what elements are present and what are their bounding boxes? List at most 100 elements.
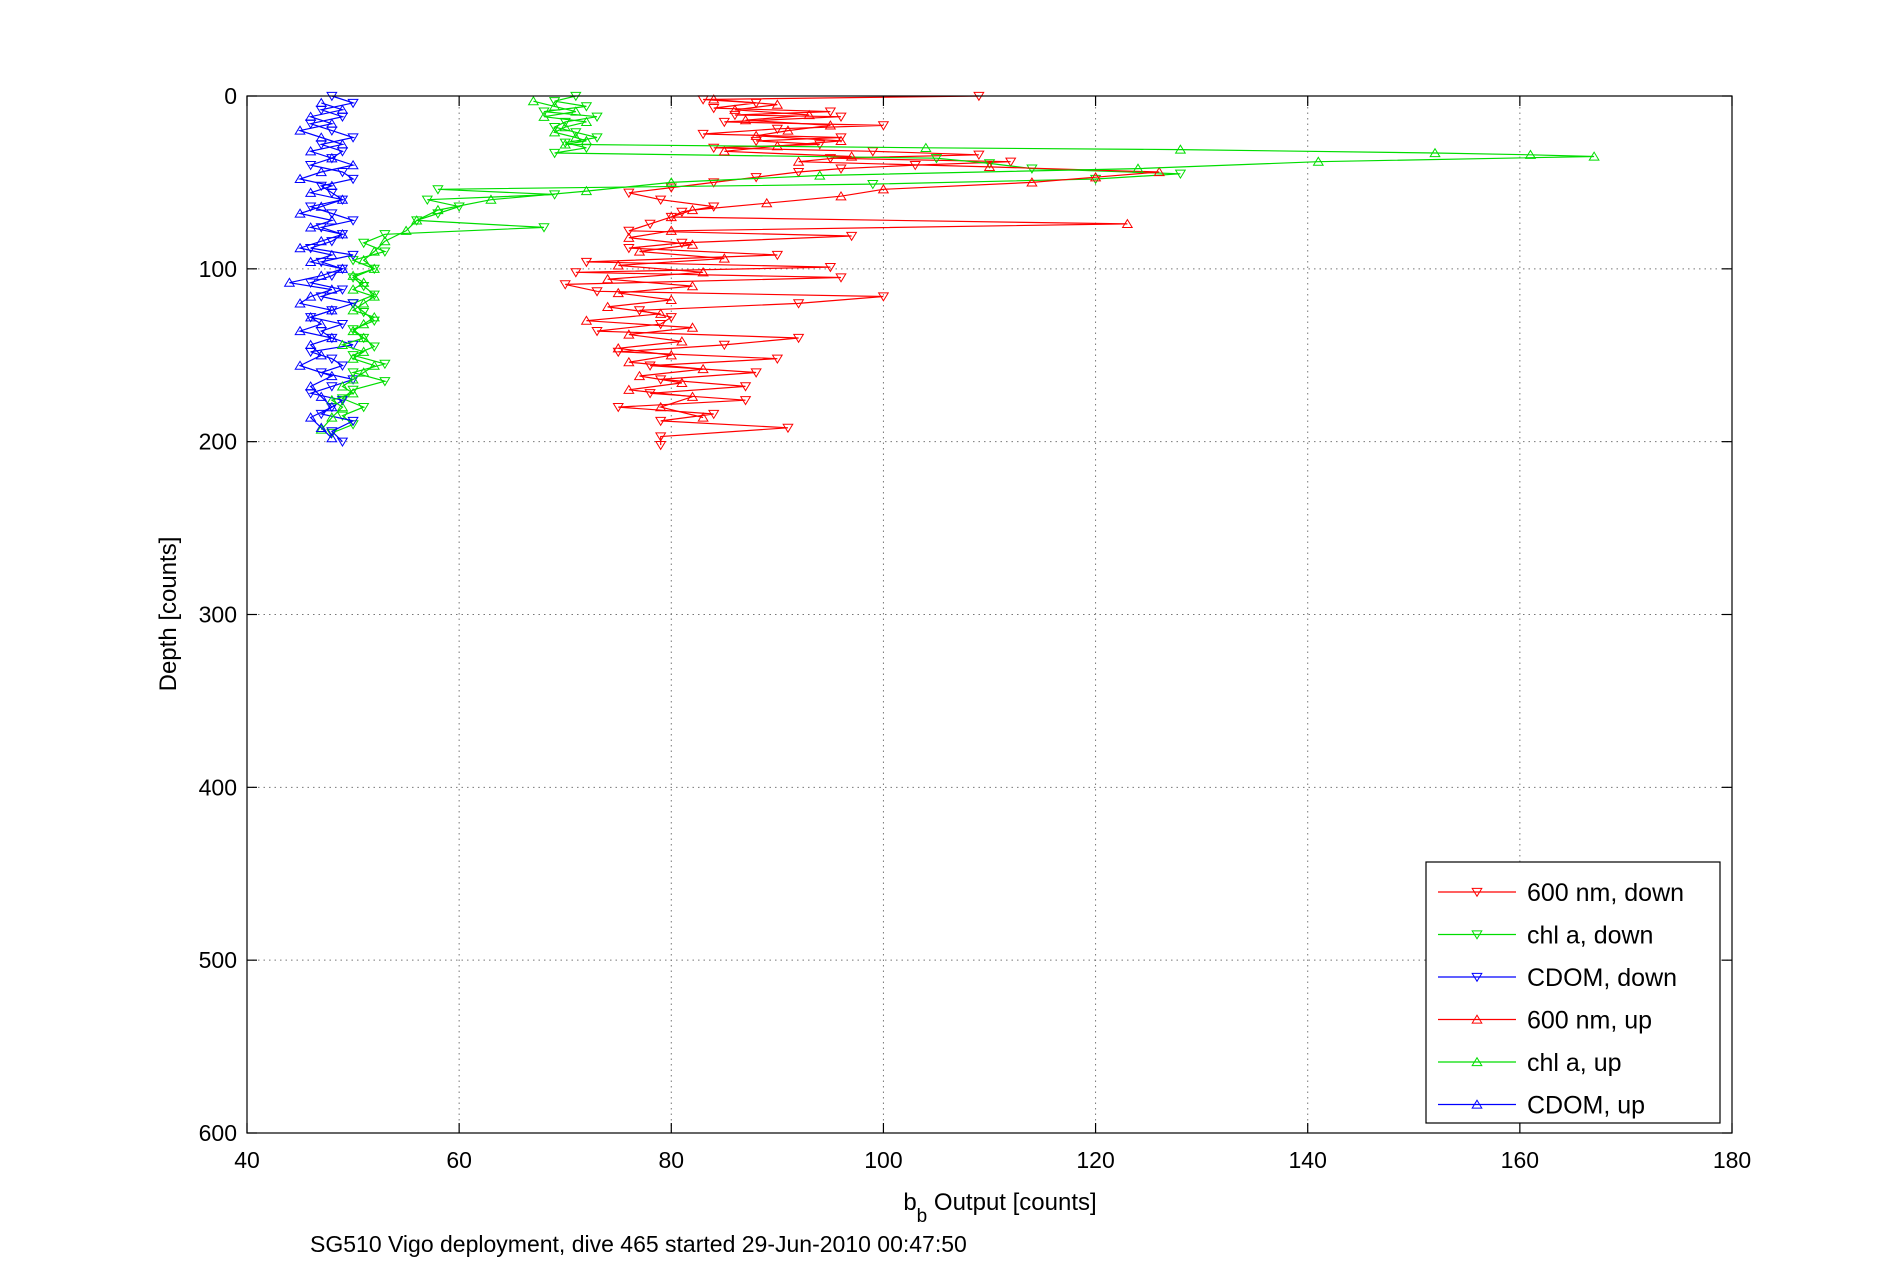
data-point bbox=[580, 102, 593, 112]
data-point bbox=[612, 403, 624, 413]
data-point bbox=[315, 270, 327, 280]
data-point bbox=[336, 263, 349, 273]
data-point bbox=[718, 146, 731, 156]
data-point bbox=[1588, 151, 1600, 161]
y-axis-label: Depth [counts] bbox=[155, 537, 182, 692]
data-point bbox=[708, 143, 720, 154]
data-point bbox=[315, 318, 327, 329]
legend-entry: CDOM, up bbox=[1438, 1092, 1645, 1120]
data-point bbox=[1524, 149, 1537, 159]
data-point bbox=[739, 396, 752, 406]
data-point bbox=[315, 424, 327, 434]
data-point bbox=[538, 107, 550, 117]
data-point bbox=[644, 219, 656, 230]
data-point bbox=[708, 103, 720, 114]
data-point bbox=[347, 385, 359, 396]
data-point bbox=[326, 215, 338, 225]
data-point bbox=[357, 367, 370, 377]
data-point bbox=[304, 291, 317, 301]
data-point bbox=[379, 377, 391, 387]
data-point bbox=[570, 128, 582, 138]
data-point bbox=[294, 298, 306, 308]
legend-label: 600 nm, down bbox=[1527, 879, 1684, 907]
data-point bbox=[708, 94, 720, 104]
x-tick-label: 60 bbox=[446, 1147, 472, 1173]
data-point bbox=[708, 202, 720, 212]
data-point bbox=[729, 110, 741, 121]
data-point bbox=[559, 121, 571, 132]
series-layer bbox=[283, 91, 1600, 451]
data-point bbox=[347, 353, 359, 363]
data-point bbox=[326, 305, 338, 315]
data-point bbox=[347, 250, 359, 261]
data-point bbox=[357, 332, 370, 343]
data-point bbox=[814, 140, 826, 150]
data-point bbox=[357, 346, 370, 356]
data-point bbox=[824, 263, 837, 273]
data-point bbox=[591, 326, 603, 337]
y-tick-label: 500 bbox=[199, 947, 237, 973]
x-axis-label-main: b bbox=[903, 1189, 916, 1216]
data-point bbox=[347, 256, 359, 266]
data-point bbox=[835, 164, 847, 174]
y-tick-label: 0 bbox=[224, 83, 237, 109]
series-chl-a-up bbox=[315, 95, 1600, 434]
data-point bbox=[580, 257, 593, 268]
data-point bbox=[771, 140, 784, 151]
ticks: 40 60 80 100 120 140 160 180 0 100 200 300 400 500 600 bbox=[199, 83, 1752, 1173]
data-point bbox=[304, 146, 317, 156]
data-point bbox=[326, 354, 338, 364]
data-point bbox=[347, 368, 359, 378]
data-point bbox=[665, 349, 677, 360]
x-tick-label: 80 bbox=[658, 1147, 684, 1173]
data-point bbox=[559, 117, 571, 128]
data-point bbox=[315, 166, 327, 177]
data-point bbox=[580, 185, 593, 196]
data-point bbox=[326, 432, 338, 443]
data-point bbox=[294, 173, 306, 184]
data-point bbox=[739, 114, 752, 125]
data-point bbox=[548, 127, 561, 137]
y-tick-label: 100 bbox=[199, 256, 237, 282]
data-point bbox=[1026, 164, 1038, 174]
data-point bbox=[326, 332, 338, 343]
data-point bbox=[983, 159, 996, 169]
data-point bbox=[336, 381, 349, 391]
data-point bbox=[739, 382, 752, 392]
data-point bbox=[771, 124, 784, 135]
data-point bbox=[665, 294, 677, 305]
data-point bbox=[304, 412, 317, 422]
x-tick-label: 160 bbox=[1501, 1147, 1539, 1173]
data-point bbox=[559, 138, 571, 148]
data-point bbox=[294, 242, 306, 253]
data-point bbox=[697, 267, 709, 277]
data-point bbox=[686, 204, 699, 215]
data-point bbox=[315, 132, 327, 142]
legend-swatch-marker bbox=[1471, 1099, 1483, 1109]
caption: SG510 Vigo deployment, dive 465 started … bbox=[310, 1231, 967, 1257]
data-point bbox=[432, 185, 444, 195]
data-point bbox=[580, 135, 593, 146]
data-point bbox=[845, 151, 858, 161]
data-point bbox=[771, 250, 784, 261]
legend-entry: CDOM, down bbox=[1438, 964, 1677, 992]
data-point bbox=[347, 270, 359, 280]
x-axis-label: bb Output [counts] bbox=[903, 1189, 1096, 1227]
data-point bbox=[304, 381, 317, 391]
data-point bbox=[283, 277, 296, 287]
data-point bbox=[771, 99, 784, 109]
data-point bbox=[336, 339, 349, 349]
data-point bbox=[326, 284, 338, 294]
data-point bbox=[665, 211, 677, 222]
legend-entry: 600 nm, up bbox=[1438, 1007, 1652, 1035]
data-point bbox=[718, 340, 731, 351]
data-point bbox=[686, 239, 699, 249]
data-point bbox=[315, 97, 327, 108]
data-point bbox=[845, 231, 858, 242]
data-point bbox=[633, 370, 646, 381]
data-point bbox=[315, 181, 327, 192]
data-point bbox=[623, 232, 635, 242]
data-point bbox=[570, 132, 582, 142]
grid bbox=[247, 96, 1732, 1133]
data-point bbox=[347, 133, 359, 143]
